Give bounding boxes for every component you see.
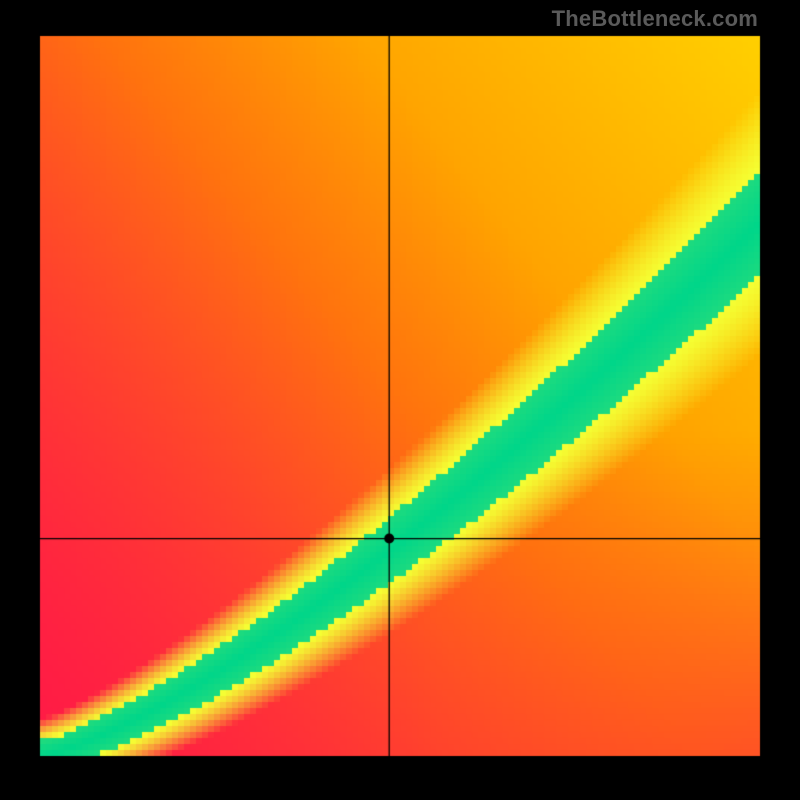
bottleneck-heatmap [0, 0, 800, 800]
watermark-text: TheBottleneck.com [552, 6, 758, 32]
